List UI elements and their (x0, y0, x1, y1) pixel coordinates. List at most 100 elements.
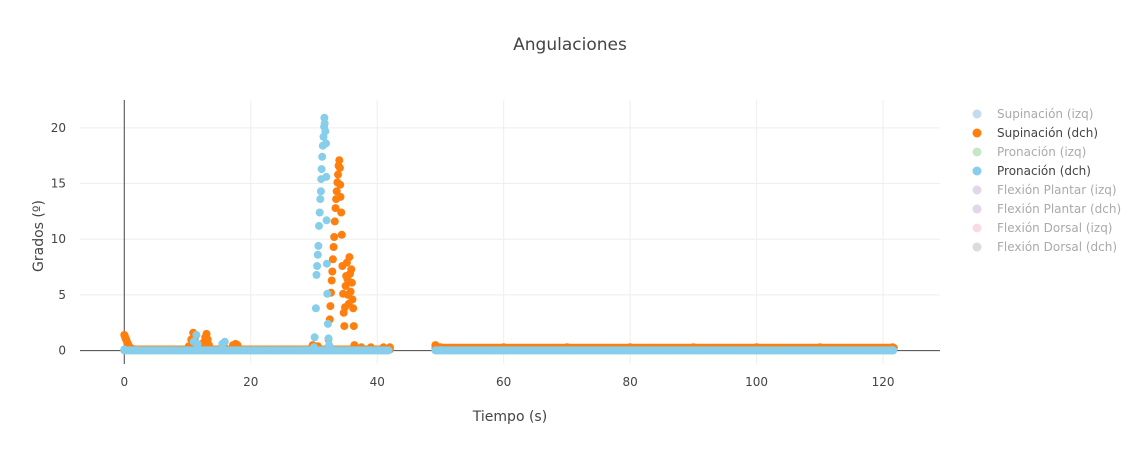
data-point[interactable] (310, 343, 318, 352)
data-point[interactable] (321, 127, 330, 136)
legend-marker (972, 147, 982, 157)
x-tick-label: 100 (745, 375, 768, 389)
data-point[interactable] (349, 322, 358, 331)
legend-label: Flexión Dorsal (dch) (997, 240, 1117, 254)
legend-marker (972, 185, 982, 195)
data-point[interactable] (384, 346, 393, 355)
data-point[interactable] (322, 139, 330, 148)
data-point[interactable] (341, 282, 350, 290)
data-point[interactable] (192, 331, 201, 339)
data-point[interactable] (335, 163, 344, 172)
legend-label: Pronación (dch) (997, 164, 1091, 178)
x-axis-title: Tiempo (s) (472, 409, 547, 425)
data-point[interactable] (316, 195, 325, 204)
data-point[interactable] (312, 270, 321, 279)
x-tick-label: 0 (120, 375, 128, 389)
legend: Supinación (izq) Supinación (dch) Pronació… (972, 107, 1122, 254)
data-point[interactable] (314, 241, 323, 250)
data-point[interactable] (348, 295, 357, 304)
y-tick-label: 0 (58, 344, 66, 358)
data-point[interactable] (334, 170, 342, 179)
data-point[interactable] (220, 337, 229, 346)
data-point[interactable] (328, 267, 337, 276)
x-tick-label: 20 (243, 375, 258, 389)
chart-title: Angulaciones (513, 35, 627, 55)
data-point[interactable] (317, 165, 326, 174)
legend-item[interactable]: Pronación (dch) (972, 164, 1091, 178)
data-point[interactable] (336, 192, 345, 201)
legend-item[interactable]: Supinación (izq) (972, 107, 1094, 121)
x-tick-label: 60 (496, 375, 511, 389)
data-point[interactable] (328, 255, 337, 264)
data-point[interactable] (132, 346, 141, 355)
legend-item[interactable]: Flexión Dorsal (izq) (972, 221, 1113, 235)
data-point[interactable] (330, 233, 339, 241)
legend-item[interactable]: Supinación (dch) (972, 126, 1099, 140)
data-point[interactable] (325, 341, 334, 350)
legend-marker (972, 109, 982, 119)
data-point[interactable] (337, 230, 346, 239)
y-tick-label: 15 (51, 177, 66, 191)
y-tick-label: 20 (51, 121, 66, 135)
tick-labels: 0 20 40 60 80 100 120 0 5 10 15 20 (51, 121, 895, 389)
y-axis-title: Grados (º) (31, 200, 47, 272)
legend-label: Supinación (dch) (997, 126, 1098, 140)
data-point[interactable] (310, 333, 319, 342)
data-point[interactable] (888, 346, 897, 355)
data-point[interactable] (337, 208, 346, 217)
data-point[interactable] (324, 334, 333, 343)
data-point[interactable] (120, 345, 129, 354)
plot-area[interactable] (120, 113, 898, 355)
data-point[interactable] (330, 217, 339, 226)
y-tick-label: 5 (58, 288, 66, 302)
legend-marker (972, 166, 982, 176)
data-point[interactable] (313, 250, 322, 259)
data-point[interactable] (347, 265, 356, 274)
legend-item[interactable]: Pronación (izq) (972, 145, 1087, 159)
legend-item[interactable]: Flexión Plantar (izq) (972, 183, 1117, 197)
x-tick-label: 40 (370, 375, 385, 389)
data-point[interactable] (315, 221, 323, 230)
legend-marker (972, 223, 982, 233)
x-tick-label: 120 (872, 375, 895, 389)
data-point[interactable] (347, 278, 356, 287)
data-point[interactable] (332, 187, 341, 196)
data-point[interactable] (322, 216, 331, 225)
data-point[interactable] (345, 253, 354, 262)
data-point[interactable] (326, 302, 335, 311)
data-point[interactable] (311, 304, 320, 313)
data-point[interactable] (323, 319, 332, 328)
data-point[interactable] (318, 152, 327, 161)
data-point[interactable] (436, 346, 445, 355)
data-point[interactable] (331, 204, 340, 213)
data-point[interactable] (346, 287, 355, 296)
data-point[interactable] (322, 259, 331, 268)
data-point[interactable] (327, 276, 336, 285)
data-point[interactable] (336, 180, 345, 189)
data-point[interactable] (316, 187, 325, 196)
data-point[interactable] (313, 262, 322, 270)
data-point[interactable] (323, 289, 332, 298)
y-tick-label: 10 (51, 232, 66, 246)
data-point[interactable] (335, 156, 344, 165)
data-point[interactable] (322, 172, 331, 181)
data-point[interactable] (193, 339, 202, 348)
grid-lines (80, 100, 940, 364)
legend-item[interactable]: Flexión Dorsal (dch) (972, 240, 1118, 254)
data-point[interactable] (320, 119, 329, 128)
data-point[interactable] (315, 208, 324, 217)
legend-label: Flexión Plantar (izq) (997, 183, 1117, 197)
legend-label: Flexión Plantar (dch) (997, 202, 1121, 216)
data-point[interactable] (349, 304, 358, 313)
legend-marker (972, 242, 982, 252)
legend-marker (972, 204, 982, 214)
legend-label: Flexión Dorsal (izq) (997, 221, 1113, 235)
legend-item[interactable]: Flexión Plantar (dch) (972, 202, 1122, 216)
legend-marker (972, 128, 982, 138)
data-point[interactable] (329, 243, 338, 251)
axes (80, 100, 940, 364)
x-tick-label: 80 (623, 375, 638, 389)
data-point[interactable] (340, 322, 349, 331)
legend-label: Pronación (izq) (997, 145, 1086, 159)
